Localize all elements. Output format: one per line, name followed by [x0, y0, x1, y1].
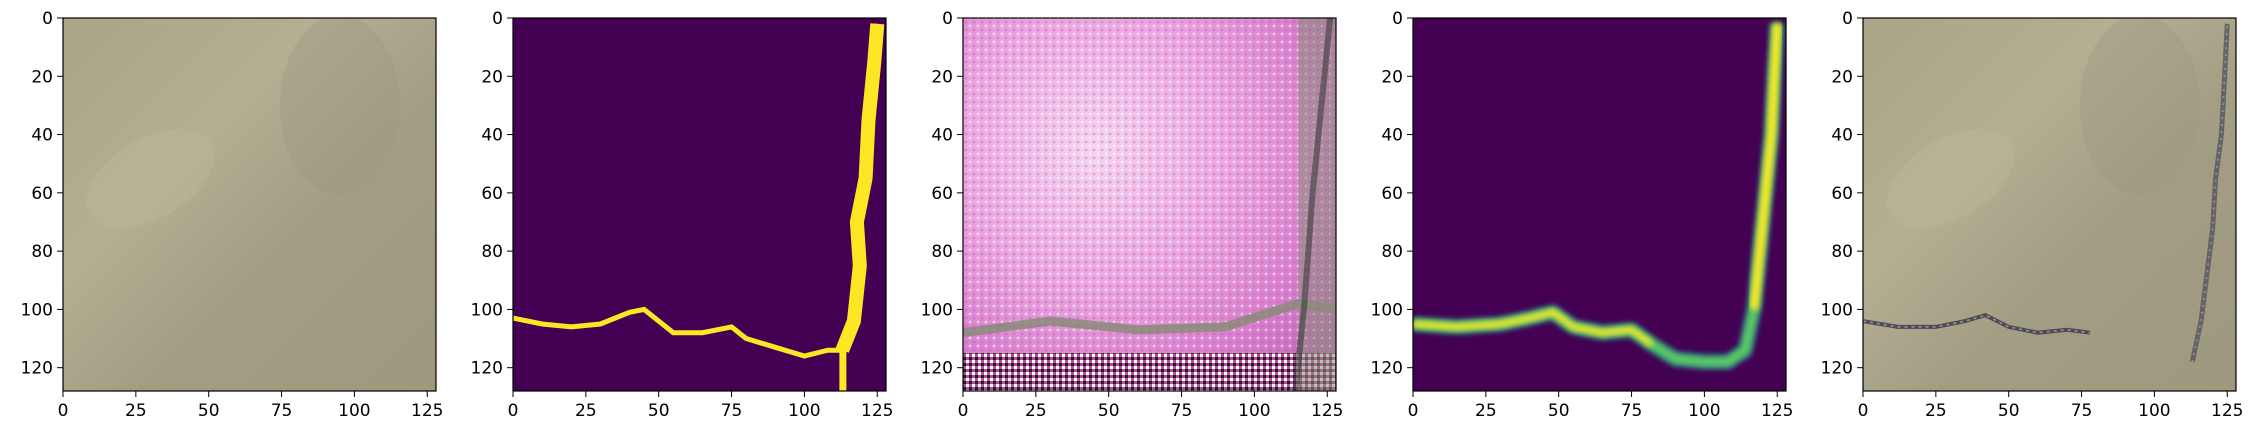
x-tick-label: 125 — [1311, 401, 1343, 421]
y-tick-label: 100 — [1371, 300, 1403, 320]
y-tick-label: 20 — [31, 67, 53, 87]
x-tick-label: 125 — [861, 401, 893, 421]
y-tick-label: 60 — [31, 184, 53, 204]
y-tick-label: 80 — [1831, 242, 1853, 262]
x-tick-label: 25 — [1475, 401, 1497, 421]
panel-image — [513, 18, 886, 391]
y-tick-label: 40 — [31, 126, 53, 146]
panel-4: 0 25 50 75 100 125 0 20 40 60 80 100 120 — [1371, 9, 1794, 421]
axes-frame — [1412, 17, 1787, 392]
y-tick-label: 60 — [1381, 184, 1403, 204]
y-tick-label: 20 — [931, 67, 953, 87]
axes-frame — [962, 17, 1337, 392]
x-tick-label: 100 — [1238, 401, 1270, 421]
x-tick-label: 125 — [411, 401, 443, 421]
y-tick-label: 120 — [1821, 359, 1853, 379]
river-mask-vertical — [835, 23, 885, 353]
x-tick-label: 0 — [958, 401, 969, 421]
panel-image — [963, 18, 1336, 391]
y-tick-label: 0 — [492, 9, 503, 29]
y-tick-label: 20 — [1381, 67, 1403, 87]
x-tick-label: 50 — [1998, 401, 2020, 421]
y-tick-label: 20 — [1831, 67, 1853, 87]
y-tick-label: 120 — [21, 359, 53, 379]
y-tick-label: 120 — [471, 359, 503, 379]
x-tick-label: 50 — [198, 401, 220, 421]
y-tick-label: 100 — [1821, 300, 1853, 320]
x-tick-label: 50 — [1548, 401, 1570, 421]
panel-image — [1863, 18, 2236, 391]
panel-2: 0 25 50 75 100 125 0 20 40 60 80 100 120 — [471, 9, 894, 421]
y-tick-label: 80 — [31, 242, 53, 262]
y-tick-label: 40 — [481, 126, 503, 146]
y-tick-label: 40 — [1831, 126, 1853, 146]
y-tick-label: 40 — [931, 126, 953, 146]
noise-band — [963, 353, 1336, 391]
y-tick-label: 60 — [1831, 184, 1853, 204]
y-tick-label: 80 — [1381, 242, 1403, 262]
x-tick-label: 125 — [2211, 401, 2243, 421]
y-tick-label: 100 — [21, 300, 53, 320]
axes-frame — [512, 17, 887, 392]
y-tick-label: 60 — [481, 184, 503, 204]
y-tick-label: 100 — [471, 300, 503, 320]
x-tick-label: 25 — [125, 401, 147, 421]
y-tick-label: 80 — [931, 242, 953, 262]
x-tick-label: 100 — [788, 401, 820, 421]
panel-image — [1413, 18, 1786, 391]
x-tick-label: 0 — [58, 401, 69, 421]
x-tick-label: 125 — [1761, 401, 1793, 421]
x-tick-label: 0 — [1408, 401, 1419, 421]
river-overlay — [1863, 313, 2091, 335]
y-tick-label: 0 — [42, 9, 53, 29]
x-tick-label: 75 — [1621, 401, 1643, 421]
x-tick-label: 50 — [648, 401, 670, 421]
axes-frame — [62, 17, 437, 392]
x-tick-label: 100 — [2138, 401, 2170, 421]
panel-3: 0 25 50 75 100 125 0 20 40 60 80 100 120 — [921, 9, 1344, 421]
panel-1: 0 25 50 75 100 125 0 20 40 60 80 100 120 — [21, 9, 444, 421]
y-tick-label: 40 — [1381, 126, 1403, 146]
y-tick-label: 20 — [481, 67, 503, 87]
panel-5: 0 25 50 75 100 125 0 20 40 60 80 100 120 — [1821, 9, 2244, 421]
x-tick-label: 75 — [2071, 401, 2093, 421]
axes-frame — [1862, 17, 2237, 392]
x-tick-label: 100 — [338, 401, 370, 421]
x-tick-label: 50 — [1098, 401, 1120, 421]
y-tick-label: 120 — [921, 359, 953, 379]
y-tick-label: 60 — [931, 184, 953, 204]
panel-image — [63, 18, 436, 391]
y-tick-label: 120 — [1371, 359, 1403, 379]
y-tick-label: 80 — [481, 242, 503, 262]
y-tick-label: 0 — [942, 9, 953, 29]
x-tick-label: 75 — [271, 401, 293, 421]
y-tick-label: 100 — [921, 300, 953, 320]
x-tick-label: 25 — [1025, 401, 1047, 421]
x-tick-label: 100 — [1688, 401, 1720, 421]
y-tick-label: 0 — [1392, 9, 1403, 29]
x-tick-label: 0 — [508, 401, 519, 421]
x-tick-label: 75 — [1171, 401, 1193, 421]
x-tick-label: 0 — [1858, 401, 1869, 421]
x-tick-label: 25 — [575, 401, 597, 421]
x-tick-label: 75 — [721, 401, 743, 421]
x-tick-label: 25 — [1925, 401, 1947, 421]
y-tick-label: 0 — [1842, 9, 1853, 29]
